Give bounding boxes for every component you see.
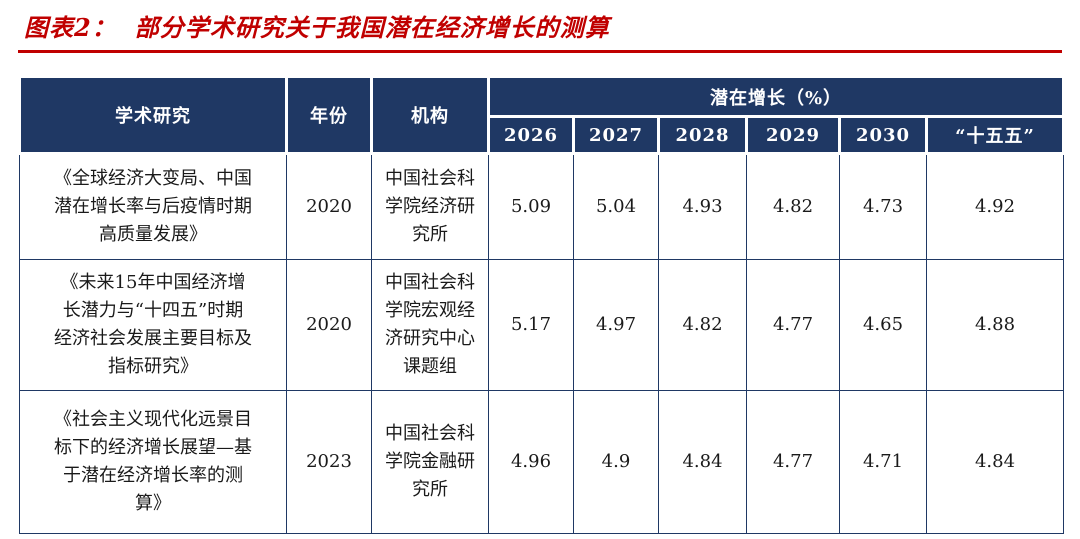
header-group-potential-growth: 潜在增长（%）	[486, 75, 1066, 118]
title-divider	[18, 50, 1062, 53]
table-row: 《全球经济大变局、中国潜在增长率与后疫情时期高质量发展》 2020 中国社会科学…	[19, 153, 1065, 260]
value-cell: 4.82	[658, 259, 747, 391]
value-cell: 4.84	[658, 390, 747, 534]
header-2029: 2029	[745, 115, 841, 155]
institution-cell: 中国社会科学院宏观经济研究中心课题组	[371, 259, 489, 391]
value-cell: 5.17	[488, 259, 574, 391]
value-cell: 4.82	[746, 153, 840, 260]
header-2028: 2028	[657, 115, 748, 155]
header-2026: 2026	[487, 115, 575, 155]
value-cell: 4.73	[839, 153, 927, 260]
value-cell: 5.04	[573, 153, 659, 260]
study-cell: 《未来15年中国经济增长潜力与“十四五”时期经济社会发展主要目标及指标研究》	[19, 259, 287, 391]
institution-cell: 中国社会科学院经济研究所	[371, 153, 489, 260]
value-cell: 4.9	[573, 390, 659, 534]
study-cell: 《全球经济大变局、中国潜在增长率与后疫情时期高质量发展》	[19, 153, 287, 260]
table-header-row-2: 2026 2027 2028 2029 2030 “十五五”	[20, 115, 1066, 155]
value-cell: 4.77	[746, 259, 840, 391]
table-row: 《未来15年中国经济增长潜力与“十四五”时期经济社会发展主要目标及指标研究》 2…	[19, 259, 1065, 391]
value-cell: 4.65	[839, 259, 927, 391]
value-cell: 5.09	[488, 153, 574, 260]
value-cell: 4.97	[573, 259, 659, 391]
header-2030: 2030	[838, 115, 928, 155]
figure-title-text: 部分学术研究关于我国潜在经济增长的测算	[134, 13, 610, 42]
value-cell: 4.77	[746, 390, 840, 534]
table-header-row-1: 学术研究 年份 机构 潜在增长（%）	[18, 75, 1066, 155]
value-cell: 4.84	[925, 390, 1065, 534]
header-15th-plan: “十五五”	[924, 115, 1066, 155]
year-cell: 2023	[286, 390, 372, 534]
value-cell: 4.96	[488, 390, 574, 534]
table-row: 《社会主义现代化远景目标下的经济增长展望—基于潜在经济增长率的测算》 2023 …	[19, 390, 1065, 534]
figure-number-label: 图表2：	[24, 13, 117, 42]
table-header: 学术研究 年份 机构 潜在增长（%） 2026 2027 2028 2029 2…	[18, 75, 1066, 155]
year-cell: 2020	[286, 259, 372, 391]
potential-growth-table: 学术研究 年份 机构 潜在增长（%） 2026 2027 2028 2029 2…	[18, 75, 1066, 534]
institution-cell: 中国社会科学院金融研究所	[371, 390, 489, 534]
year-cell: 2020	[286, 153, 372, 260]
table-body: 《全球经济大变局、中国潜在增长率与后疫情时期高质量发展》 2020 中国社会科学…	[19, 153, 1065, 534]
value-cell: 4.88	[925, 259, 1065, 391]
header-institution: 机构	[370, 75, 490, 155]
header-year: 年份	[285, 75, 373, 155]
figure-title: 图表2： 部分学术研究关于我国潜在经济增长的测算	[18, 8, 1062, 43]
value-cell: 4.92	[925, 153, 1065, 260]
value-cell: 4.71	[839, 390, 927, 534]
header-2027: 2027	[572, 115, 660, 155]
header-study: 学术研究	[18, 75, 288, 155]
value-cell: 4.93	[658, 153, 747, 260]
study-cell: 《社会主义现代化远景目标下的经济增长展望—基于潜在经济增长率的测算》	[19, 390, 287, 534]
